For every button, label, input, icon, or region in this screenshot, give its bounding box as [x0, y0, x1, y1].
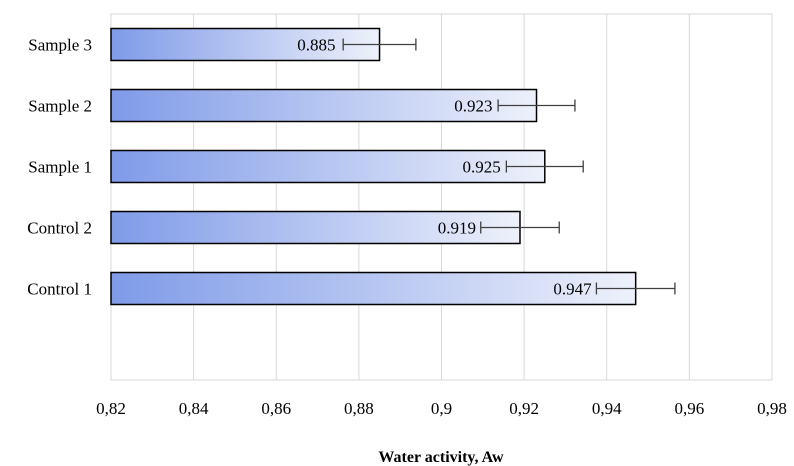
x-tick-label: 0,88: [344, 399, 374, 418]
error-bars: [342, 38, 676, 295]
x-tick-label: 0,84: [179, 399, 209, 418]
x-tick-label: 0,9: [431, 399, 452, 418]
data-labels: 0.947 0.919 0.925 0.923 0.885: [297, 36, 592, 299]
data-label: 0.923: [454, 97, 492, 116]
category-label: Sample 3: [28, 36, 92, 55]
category-label: Control 1: [27, 280, 92, 299]
x-tick-label: 0,86: [261, 399, 291, 418]
bar: [110, 271, 637, 306]
x-tick-label: 0,92: [509, 399, 539, 418]
x-tick-labels: 0,82 0,84 0,86 0,88 0,9 0,92 0,94 0,96 0,98: [96, 399, 787, 418]
data-label: 0.885: [297, 36, 335, 55]
bar: [110, 149, 546, 184]
gridlines: [193, 14, 690, 380]
bar-series: [110, 27, 637, 306]
category-labels: Control 1 Control 2 Sample 1 Sample 2 Sample…: [27, 36, 92, 299]
category-label: Sample 2: [28, 97, 92, 116]
data-label: 0.925: [463, 158, 501, 177]
data-label: 0.947: [553, 280, 592, 299]
category-label: Control 2: [27, 219, 92, 238]
x-axis-title: Water activity, Aw: [378, 449, 504, 466]
x-tick-label: 0,82: [96, 399, 126, 418]
data-label: 0.919: [438, 219, 476, 238]
x-tick-label: 0,96: [675, 399, 705, 418]
x-tick-label: 0,98: [757, 399, 787, 418]
category-label: Sample 1: [28, 158, 92, 177]
bar: [110, 210, 521, 245]
x-tick-label: 0,94: [592, 399, 622, 418]
bar: [110, 27, 381, 62]
